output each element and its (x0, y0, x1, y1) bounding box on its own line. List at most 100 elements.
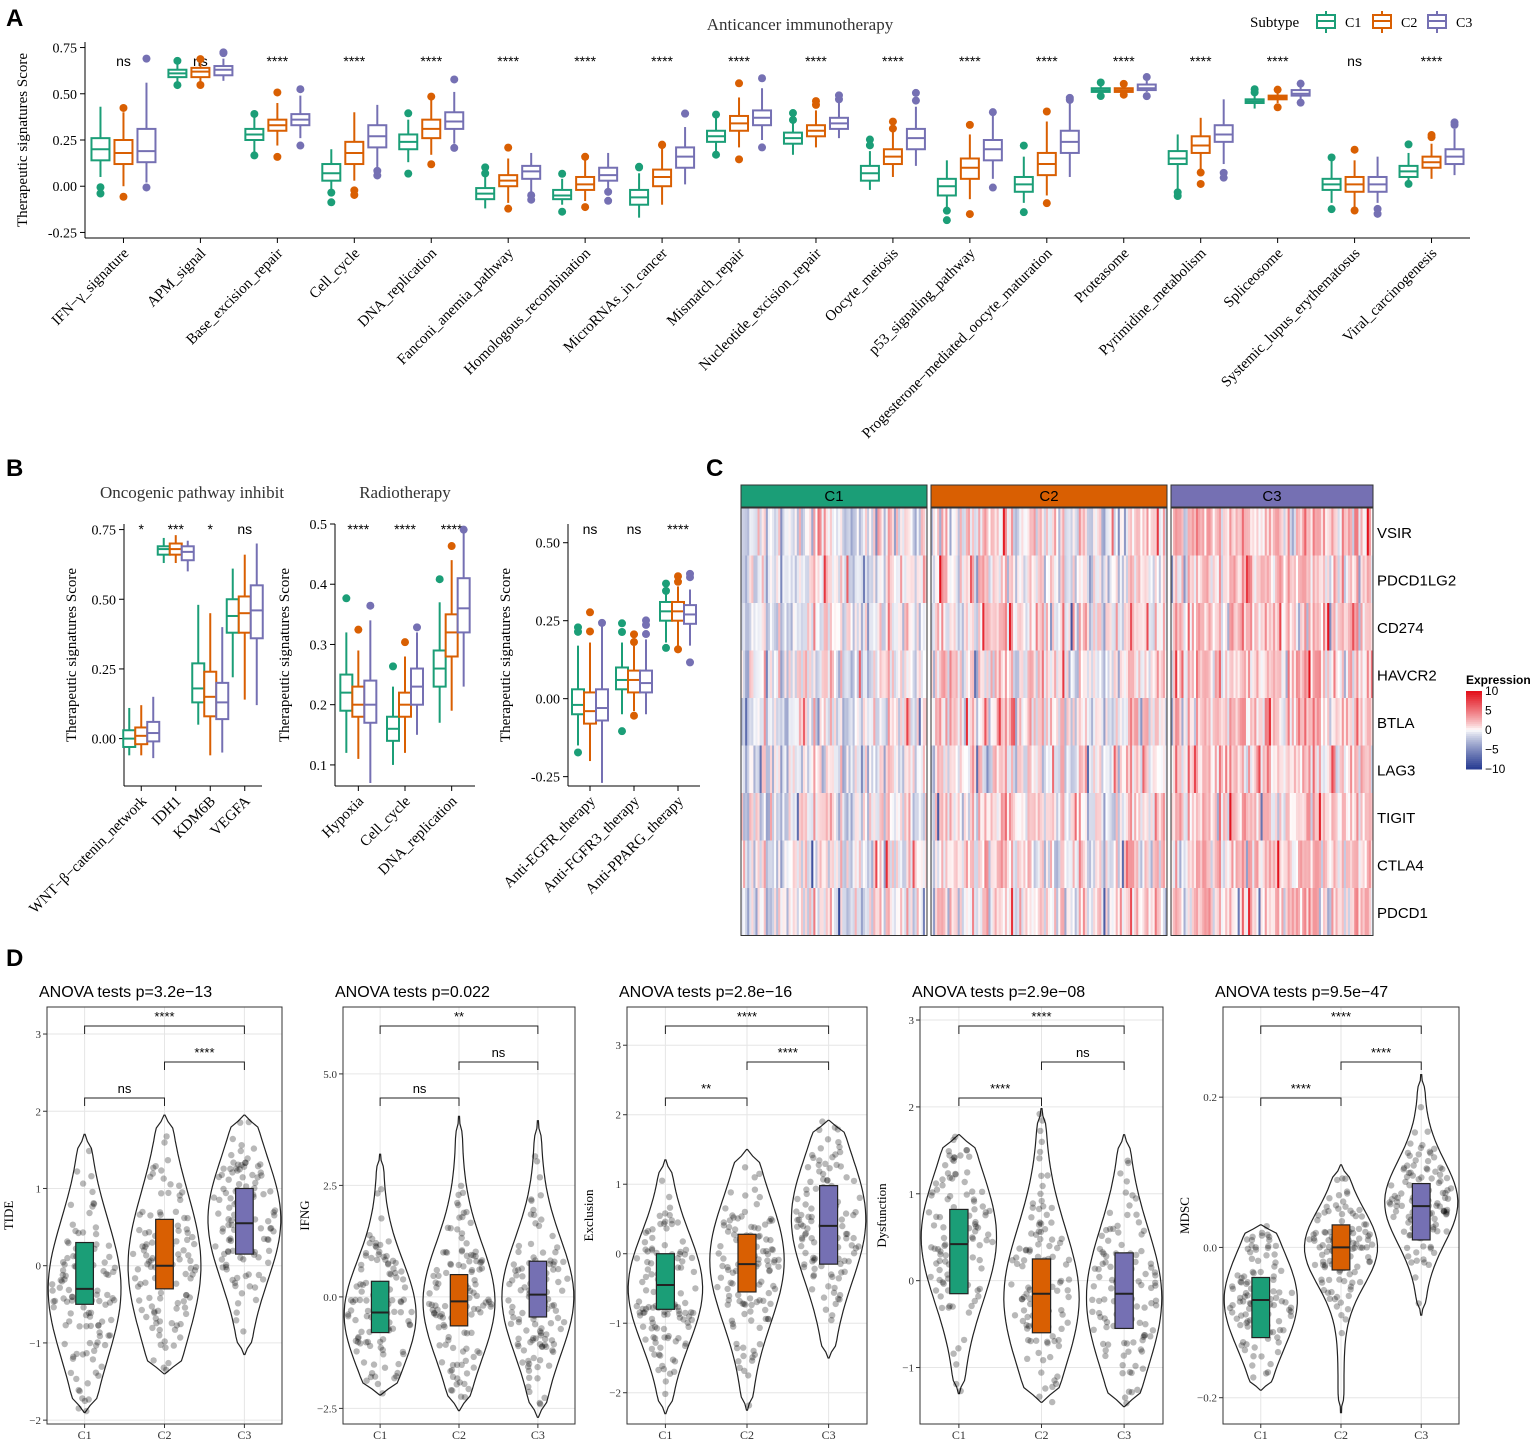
jitter-point (664, 1334, 672, 1342)
heat-cell (1264, 745, 1268, 794)
group-bar-C1 (740, 484, 928, 508)
heat-cell (1183, 603, 1186, 651)
jitter-point (89, 1356, 97, 1363)
heat-cell (1348, 698, 1351, 746)
heat-cell (1033, 603, 1036, 651)
heat-cell (846, 555, 849, 604)
jitter-point (354, 1338, 362, 1346)
heat-cell (1097, 555, 1100, 604)
heat-cell (1004, 840, 1008, 889)
heat-cell (1013, 888, 1016, 936)
jitter-point (1065, 1293, 1072, 1301)
jitter-point (432, 1311, 440, 1319)
jitter-point (829, 1273, 836, 1281)
jitter-point (950, 1157, 957, 1165)
jitter-point (775, 1256, 782, 1264)
heat-cell (1052, 650, 1055, 699)
heat-cell (965, 698, 969, 746)
x-tick-label: C2 (157, 1428, 171, 1441)
heat-cell (1115, 888, 1119, 936)
heat-cell (1084, 793, 1088, 841)
heat-cell (1101, 793, 1104, 841)
jitter-point (515, 1242, 523, 1250)
jitter-point (357, 1281, 364, 1288)
jitter-point (250, 1145, 258, 1152)
jitter-point (381, 1364, 389, 1371)
heat-cell (1235, 888, 1238, 936)
jitter-point (463, 1330, 471, 1337)
heat-cell (1076, 745, 1080, 794)
jitter-point (87, 1309, 95, 1317)
heat-cell (1179, 603, 1182, 651)
heat-cell (1045, 603, 1049, 651)
heat-cell (1160, 698, 1164, 746)
heat-cell (922, 745, 926, 794)
heat-cell (813, 888, 816, 936)
jitter-point (1121, 1394, 1129, 1401)
heat-cell (896, 555, 899, 604)
heat-cell (1158, 793, 1162, 841)
jitter-point (356, 1296, 364, 1304)
legend-subtype: Subtype C1 C2 C3 (1250, 11, 1472, 33)
heat-cell (963, 793, 967, 841)
heat-cell (809, 650, 812, 699)
heat-cell (1320, 793, 1324, 841)
heat-cell (803, 698, 806, 746)
heat-cell (922, 840, 926, 889)
jitter-point (519, 1359, 526, 1366)
heat-cell (1285, 603, 1288, 651)
jitter-point (536, 1399, 543, 1407)
panel-D3: ANOVA tests p=2.8e−16−2−10123ExclusionC1… (581, 984, 868, 1441)
heat-cell (881, 603, 884, 651)
jitter-point (466, 1287, 474, 1295)
heat-cell (1111, 555, 1114, 604)
heat-cell (751, 793, 754, 841)
heat-cell (1082, 888, 1086, 936)
heat-cell (1333, 698, 1336, 746)
x-tick-label: Homologous_recombination (461, 245, 594, 378)
heat-cell (994, 888, 997, 936)
x-tick-label: Nucleotide_excision_repair (696, 246, 825, 375)
heat-cell (811, 555, 814, 604)
jitter-point (478, 1257, 486, 1264)
heat-cell (1214, 603, 1218, 651)
jitter-point (49, 1287, 56, 1294)
heat-cell (1076, 508, 1080, 556)
heat-cell (1027, 888, 1030, 936)
jitter-point (156, 1209, 164, 1216)
heat-cell (1285, 698, 1288, 746)
jitter-point (802, 1231, 809, 1238)
heat-cell (1142, 508, 1145, 556)
heat-cell (1325, 555, 1328, 604)
jitter-point (367, 1373, 375, 1381)
jitter-point (453, 1361, 461, 1369)
jitter-point (234, 1274, 241, 1282)
heat-cell (955, 650, 958, 699)
heat-cell (1177, 650, 1180, 699)
heat-cell (854, 508, 858, 556)
heat-cell (990, 793, 993, 841)
heat-cell (1187, 603, 1191, 651)
heat-cell (1175, 793, 1178, 841)
jitter-point (720, 1219, 727, 1226)
heat-cell (1316, 888, 1320, 936)
jitter-point (445, 1337, 452, 1344)
heat-cell (825, 555, 829, 604)
heat-cell (1348, 840, 1351, 889)
heat-cell (865, 555, 868, 604)
heat-cell (1025, 793, 1028, 841)
heat-cell (1312, 650, 1315, 699)
outlier-C1 (250, 151, 259, 160)
jitter-point (1095, 1266, 1102, 1273)
heat-cell (963, 745, 967, 794)
jitter-point (829, 1312, 836, 1319)
heat-cell (856, 745, 860, 794)
heat-cell (994, 555, 997, 604)
heat-cell (904, 508, 907, 556)
heat-cell (1225, 603, 1228, 651)
legend-tick-label: 0 (1485, 723, 1492, 737)
heat-cell (1019, 888, 1022, 936)
jitter-point (363, 1377, 370, 1384)
heat-cell (782, 603, 785, 651)
